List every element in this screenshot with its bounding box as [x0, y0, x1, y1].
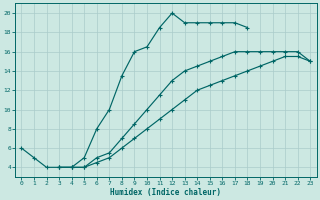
X-axis label: Humidex (Indice chaleur): Humidex (Indice chaleur) — [110, 188, 221, 197]
